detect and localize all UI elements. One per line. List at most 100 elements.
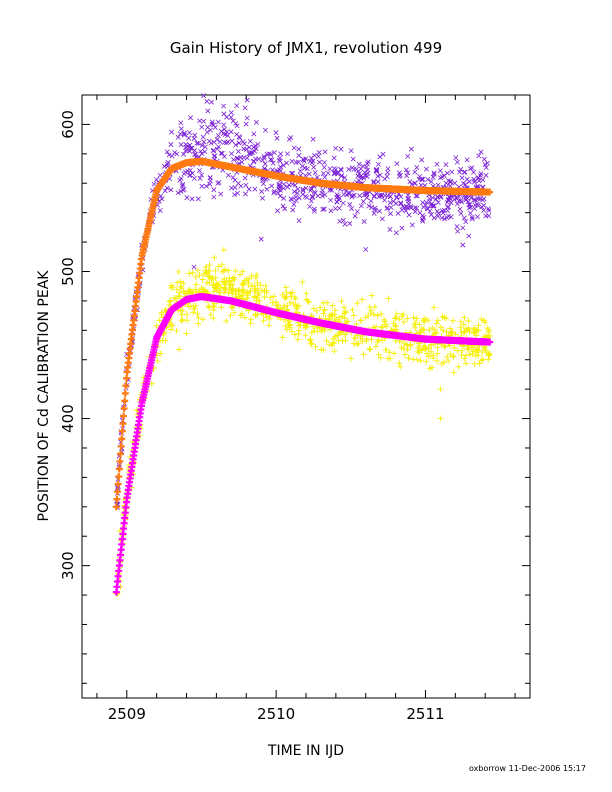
point-plus (349, 306, 356, 313)
point-x (300, 186, 306, 192)
point-plus (434, 350, 441, 357)
point-plus (184, 317, 191, 324)
point-x (239, 159, 245, 165)
point-plus (287, 322, 294, 329)
point-plus (117, 450, 125, 458)
point-plus (454, 347, 461, 354)
point-x (338, 173, 344, 179)
point-plus (121, 389, 129, 397)
point-x (277, 193, 283, 199)
point-x (277, 158, 283, 164)
point-x (205, 108, 211, 114)
point-plus (207, 311, 214, 318)
point-x (405, 196, 411, 202)
point-x (260, 177, 265, 183)
point-x (293, 159, 299, 165)
point-plus (119, 420, 127, 428)
point-x (403, 208, 409, 214)
point-plus (156, 317, 163, 324)
point-x (291, 201, 297, 207)
point-x (277, 187, 283, 193)
point-plus (219, 278, 226, 285)
point-x (211, 194, 217, 200)
point-x (377, 172, 383, 178)
point-plus (363, 336, 370, 343)
point-x (203, 183, 209, 189)
point-x (191, 175, 197, 181)
point-plus (215, 263, 222, 270)
point-x (178, 126, 184, 132)
point-plus (252, 312, 259, 319)
point-plus (445, 358, 452, 365)
point-x (444, 170, 450, 176)
point-x (211, 147, 217, 153)
point-x (204, 98, 210, 104)
point-x (253, 146, 259, 152)
point-x (476, 153, 482, 159)
point-x (201, 93, 207, 99)
point-x (151, 181, 157, 187)
point-plus (476, 360, 483, 367)
point-plus (281, 294, 288, 301)
point-x (473, 197, 479, 203)
point-plus (239, 281, 246, 288)
point-x (333, 145, 339, 151)
point-plus (168, 284, 175, 291)
point-x (460, 225, 466, 231)
point-x (347, 221, 353, 226)
point-plus (254, 311, 261, 318)
point-plus (186, 289, 193, 296)
series-magenta-fit (112, 293, 494, 596)
point-plus (252, 274, 259, 281)
point-plus (115, 465, 123, 473)
point-plus (202, 267, 209, 274)
point-plus (418, 326, 425, 333)
point-x (458, 210, 464, 216)
point-plus (464, 345, 471, 352)
point-plus (183, 311, 190, 318)
point-x (244, 115, 250, 121)
point-x (364, 173, 370, 179)
point-plus (471, 360, 478, 367)
point-x (261, 153, 267, 159)
point-plus (396, 316, 403, 323)
point-plus (466, 351, 473, 358)
point-plus (288, 328, 295, 335)
point-plus (226, 281, 233, 288)
point-plus (256, 297, 263, 304)
point-x (296, 146, 302, 152)
point-plus (415, 344, 422, 351)
point-x (266, 151, 272, 157)
point-plus (294, 336, 301, 343)
point-plus (183, 330, 190, 337)
point-plus (341, 304, 348, 311)
point-x (395, 210, 401, 216)
point-plus (466, 328, 473, 335)
point-x (228, 110, 234, 116)
point-plus (244, 292, 251, 299)
point-x (246, 186, 252, 192)
point-plus (295, 330, 302, 337)
point-plus (336, 314, 343, 321)
point-plus (153, 322, 160, 329)
point-x (275, 190, 281, 196)
point-plus (372, 323, 379, 330)
point-x (449, 169, 455, 175)
point-x (427, 208, 433, 214)
point-plus (121, 397, 129, 405)
point-x (435, 213, 441, 219)
point-plus (432, 330, 439, 337)
point-plus (220, 246, 227, 253)
point-plus (332, 307, 339, 314)
point-plus (169, 322, 176, 329)
point-x (281, 185, 287, 191)
point-plus (329, 302, 336, 309)
point-plus (203, 280, 210, 287)
point-x (368, 198, 374, 204)
point-x (379, 192, 385, 198)
point-plus (339, 338, 346, 345)
point-x (412, 169, 418, 175)
point-plus (312, 343, 319, 350)
point-x (394, 161, 400, 167)
point-x (321, 164, 327, 170)
